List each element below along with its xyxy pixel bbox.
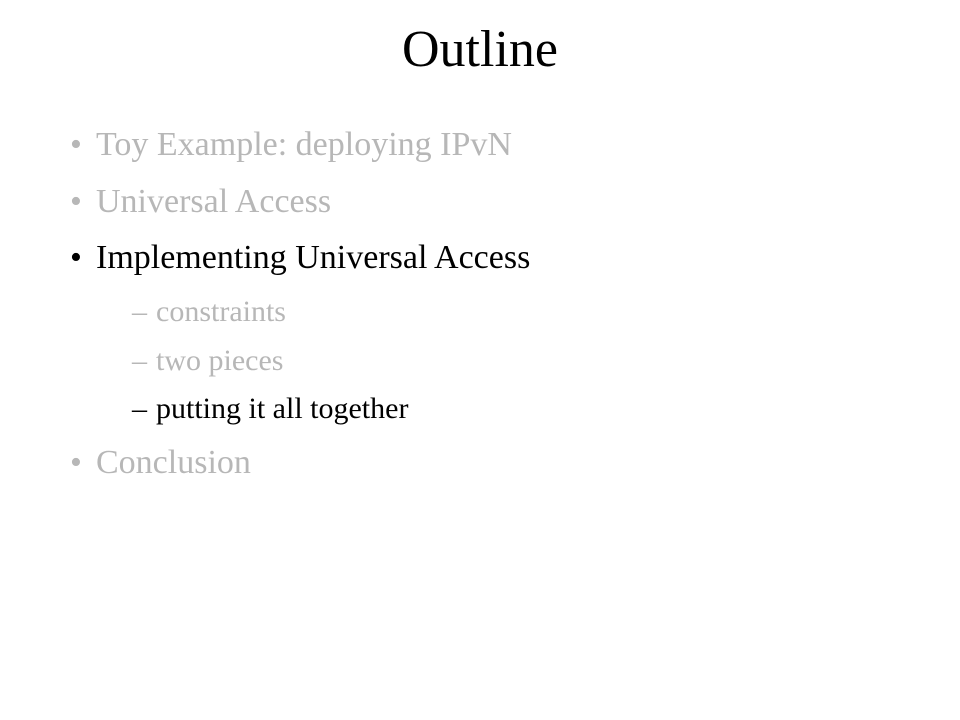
outline-item-conclusion: Conclusion	[70, 437, 910, 490]
slide-container: Outline Toy Example: deploying IPvN Univ…	[0, 0, 960, 720]
outline-subitem-putting-together: putting it all together	[132, 386, 910, 433]
outline-subitem-label: putting it all together	[156, 392, 408, 425]
outline-item-implementing: Implementing Universal Access constraint…	[70, 232, 910, 432]
slide-title: Outline	[50, 20, 910, 79]
outline-item-label: Conclusion	[96, 444, 251, 481]
outline-subitem-two-pieces: two pieces	[132, 338, 910, 385]
outline-sublist: constraints two pieces putting it all to…	[96, 289, 910, 433]
outline-item-label: Toy Example: deploying IPvN	[96, 126, 512, 163]
outline-item-label: Universal Access	[96, 183, 331, 220]
outline-subitem-label: constraints	[156, 295, 286, 328]
outline-item-toy-example: Toy Example: deploying IPvN	[70, 119, 910, 172]
outline-subitem-constraints: constraints	[132, 289, 910, 336]
outline-subitem-label: two pieces	[156, 344, 283, 377]
outline-item-label: Implementing Universal Access	[96, 239, 530, 276]
outline-list: Toy Example: deploying IPvN Universal Ac…	[50, 119, 910, 489]
outline-item-universal-access: Universal Access	[70, 176, 910, 229]
